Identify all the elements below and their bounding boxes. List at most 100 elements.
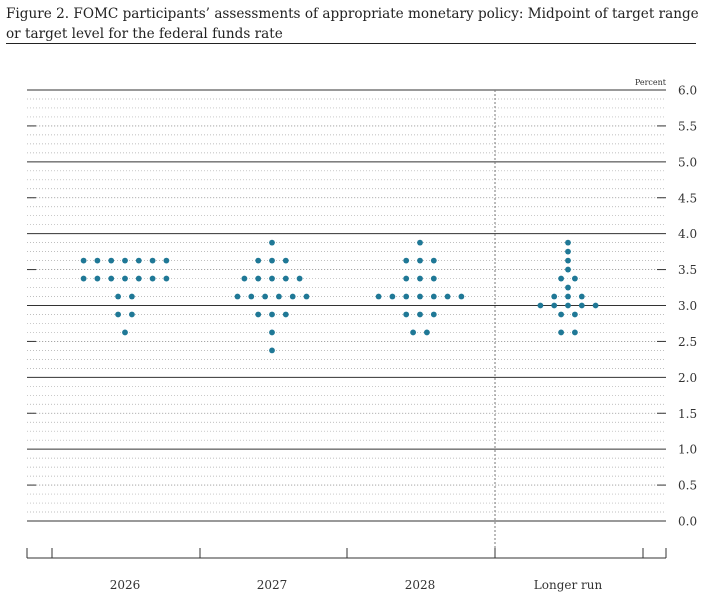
participant-dot bbox=[122, 257, 128, 264]
participant-dot bbox=[375, 293, 382, 300]
participant-dot bbox=[94, 257, 101, 264]
participant-dot bbox=[269, 239, 275, 246]
participant-dot bbox=[558, 275, 564, 282]
participant-dot bbox=[558, 329, 564, 336]
participant-dot bbox=[403, 275, 410, 282]
y-tick-label: 3.0 bbox=[678, 299, 697, 313]
participant-dot bbox=[108, 257, 115, 264]
participant-dot bbox=[424, 329, 430, 336]
grid-layer bbox=[27, 89, 666, 522]
axis-layer: 0.0 0.5 1.0 1.5 2.0 2.5 3.0 3.5 4.0 4.5 5.0 5.5 6.0 2… bbox=[26, 84, 697, 592]
participant-dot bbox=[572, 329, 578, 336]
participant-dot bbox=[163, 257, 170, 264]
participant-dot bbox=[255, 275, 262, 282]
participant-dot bbox=[565, 284, 571, 291]
y-tick-label: 4.5 bbox=[678, 191, 697, 205]
participant-dot bbox=[241, 275, 248, 282]
figure-title-line-1: Figure 2. FOMC participants’ assessments… bbox=[6, 6, 699, 22]
participant-dot bbox=[80, 257, 87, 264]
y-tick-label: 1.0 bbox=[678, 443, 697, 457]
participant-dot bbox=[430, 275, 437, 282]
participant-dot bbox=[578, 293, 585, 300]
participant-dot bbox=[282, 311, 289, 318]
y-tick-label: 3.5 bbox=[678, 263, 697, 277]
participant-dot bbox=[149, 257, 156, 264]
participant-dot bbox=[129, 311, 135, 318]
participant-dot bbox=[129, 293, 135, 300]
y-tick-label: 5.5 bbox=[678, 119, 697, 133]
participant-dot bbox=[565, 257, 571, 264]
participant-dot bbox=[115, 311, 121, 318]
participant-dot bbox=[80, 275, 87, 282]
participant-dot bbox=[115, 293, 121, 300]
participant-dot bbox=[417, 239, 423, 246]
y-tick-label: 1.5 bbox=[678, 407, 697, 421]
participant-dot bbox=[430, 257, 437, 264]
participant-dot bbox=[565, 293, 571, 300]
participant-dot bbox=[417, 311, 423, 318]
participant-dot bbox=[94, 275, 101, 282]
participant-dot bbox=[108, 275, 115, 282]
participant-dot bbox=[572, 311, 578, 318]
participant-dot bbox=[122, 329, 128, 336]
figure-title: Figure 2. FOMC participants’ assessments… bbox=[6, 4, 706, 44]
y-axis-unit-label: Percent bbox=[635, 78, 667, 87]
participant-dot bbox=[248, 293, 255, 300]
participant-dot bbox=[255, 311, 262, 318]
participant-dot bbox=[458, 293, 465, 300]
x-category-label: 2026 bbox=[110, 578, 141, 592]
participant-dot bbox=[289, 293, 296, 300]
figure-title-line-2: or target level for the federal funds ra… bbox=[6, 26, 283, 42]
y-tick-label: 0.5 bbox=[678, 479, 697, 493]
x-category-label: Longer run bbox=[534, 578, 603, 592]
y-tick-label: 4.0 bbox=[678, 227, 697, 241]
participant-dot bbox=[537, 302, 544, 309]
y-tick-label: 0.0 bbox=[678, 515, 697, 529]
participant-dot bbox=[444, 293, 451, 300]
participant-dot bbox=[149, 275, 156, 282]
participant-dot bbox=[565, 248, 571, 255]
participant-dot bbox=[410, 329, 416, 336]
participant-dot bbox=[417, 257, 423, 264]
participant-dot bbox=[430, 311, 437, 318]
participant-dot bbox=[430, 293, 437, 300]
participant-dot bbox=[403, 311, 410, 318]
participant-dot bbox=[389, 293, 396, 300]
y-tick-label: 2.0 bbox=[678, 371, 697, 385]
participant-dot bbox=[578, 302, 585, 309]
participant-dot bbox=[303, 293, 310, 300]
participant-dot bbox=[565, 239, 571, 246]
y-tick-label: 5.0 bbox=[678, 155, 697, 169]
x-category-label: 2027 bbox=[257, 578, 288, 592]
participant-dot bbox=[551, 302, 558, 309]
x-category-label: 2028 bbox=[405, 578, 436, 592]
participant-dot bbox=[262, 293, 268, 300]
participant-dot bbox=[565, 302, 571, 309]
participant-dot bbox=[403, 257, 410, 264]
participant-dot bbox=[135, 257, 142, 264]
participant-dot bbox=[296, 275, 303, 282]
participant-dot bbox=[403, 293, 410, 300]
participant-dot bbox=[572, 275, 578, 282]
participant-dot bbox=[417, 275, 423, 282]
participant-dot bbox=[269, 257, 275, 264]
y-tick-label: 6.0 bbox=[678, 84, 697, 98]
dot-layer bbox=[80, 239, 599, 354]
participant-dot bbox=[269, 311, 275, 318]
participant-dot bbox=[565, 266, 571, 273]
participant-dot bbox=[163, 275, 170, 282]
title-rule bbox=[6, 43, 696, 44]
participant-dot bbox=[282, 275, 289, 282]
participant-dot bbox=[135, 275, 142, 282]
participant-dot bbox=[269, 329, 275, 336]
participant-dot bbox=[269, 347, 275, 354]
participant-dot bbox=[234, 293, 241, 300]
participant-dot bbox=[269, 275, 275, 282]
participant-dot bbox=[122, 275, 128, 282]
participant-dot bbox=[592, 302, 599, 309]
y-tick-label: 2.5 bbox=[678, 335, 697, 349]
participant-dot bbox=[551, 293, 558, 300]
participant-dot bbox=[282, 257, 289, 264]
participant-dot bbox=[558, 311, 564, 318]
